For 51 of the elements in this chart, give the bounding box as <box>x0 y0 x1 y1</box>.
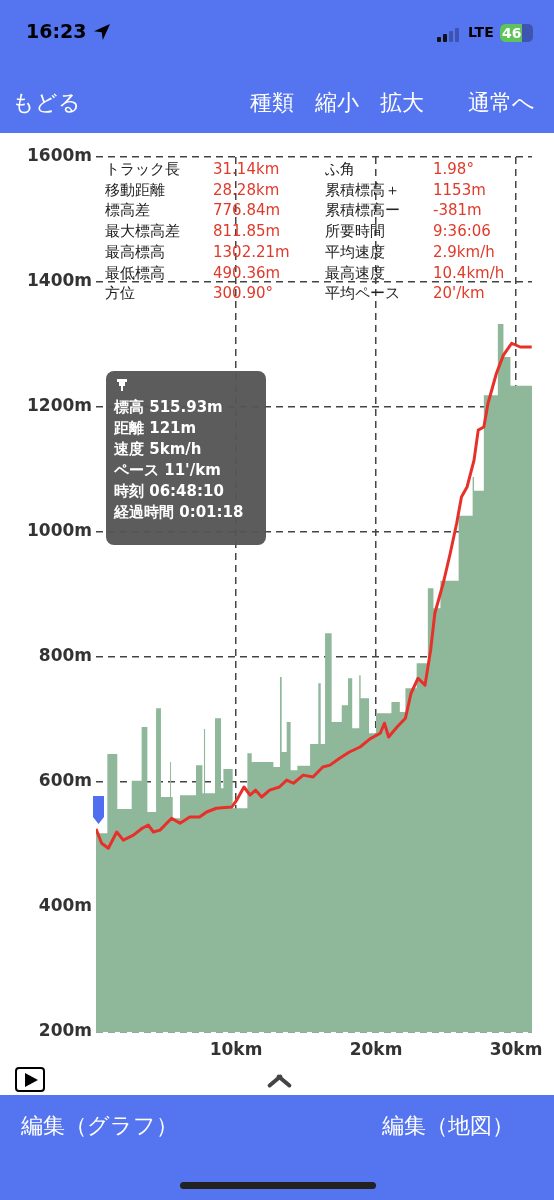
annotation: 811.85m <box>213 222 281 241</box>
text: LTE <box>468 24 494 40</box>
text: 通常へ <box>468 90 535 115</box>
annotation: 累積標高ー <box>325 201 400 220</box>
annotation: 最高速度 <box>325 263 385 282</box>
annotation: 28.28km <box>213 180 280 199</box>
y-tick-label: 1600m <box>26 145 92 166</box>
annotation: 最大標高差 <box>105 222 180 241</box>
text: 縮小 <box>315 90 359 115</box>
text: 編集（グラフ） <box>21 1113 178 1138</box>
tooltip-panel: 標高 515.93m 距離 121m 速度 5km/h ペース 11'/km 時刻 06:48:10 経過時間 0:01:18 <box>106 371 266 545</box>
annotation: -381m <box>433 201 482 220</box>
annotation: 所要時間 <box>325 222 385 241</box>
text: 46 <box>502 25 522 41</box>
annotation: 300.90° <box>213 284 273 303</box>
x-tick-label: 20km <box>349 1038 403 1059</box>
text: 拡大 <box>380 90 424 115</box>
annotation: 平均速度 <box>325 242 385 261</box>
text: 16:23 <box>26 20 87 42</box>
annotation: 2.9km/h <box>433 242 495 261</box>
y-tick-label: 800m <box>38 645 92 666</box>
y-tick-label: 200m <box>38 1020 92 1041</box>
annotation: 1.98° <box>433 160 474 178</box>
text: 種類 <box>250 90 294 115</box>
annotation: 10.4km/h <box>433 263 505 282</box>
text: もどる <box>12 90 81 115</box>
y-tick-label: 1200m <box>26 395 92 416</box>
annotation: 490.36m <box>213 263 281 282</box>
annotation: 最高標高 <box>105 242 165 261</box>
x-tick-label: 30km <box>489 1038 543 1059</box>
y-tick-label: 400m <box>38 895 92 916</box>
y-tick-label: 600m <box>38 770 92 791</box>
text: 編集（地図） <box>382 1113 514 1138</box>
annotation: ふ角 <box>325 160 355 178</box>
annotation: 方位 <box>105 284 135 303</box>
annotation: 最低標高 <box>105 263 165 282</box>
annotation: 9:36:06 <box>433 222 491 241</box>
x-tick-label: 10km <box>209 1038 263 1059</box>
y-tick-label: 1000m <box>26 520 92 541</box>
annotation: 標高差 <box>105 201 150 220</box>
annotation: トラック長 <box>105 160 180 178</box>
annotation: 1153m <box>433 180 486 199</box>
annotation: 累積標高＋ <box>325 180 400 199</box>
annotation: 標高 515.93m 距離 121m 速度 5km/h ペース 11'/km 時刻 06:48:10 経過時間 0:01:18 <box>114 398 244 521</box>
annotation: 20'/km <box>433 284 485 303</box>
annotation: 平均ペース <box>325 284 400 303</box>
annotation: 31.14km <box>213 160 280 178</box>
annotation: 移動距離 <box>105 180 165 199</box>
y-tick-label: 1400m <box>26 270 92 291</box>
annotation: 1302.21m <box>213 242 290 261</box>
annotation: 776.84m <box>213 201 281 220</box>
